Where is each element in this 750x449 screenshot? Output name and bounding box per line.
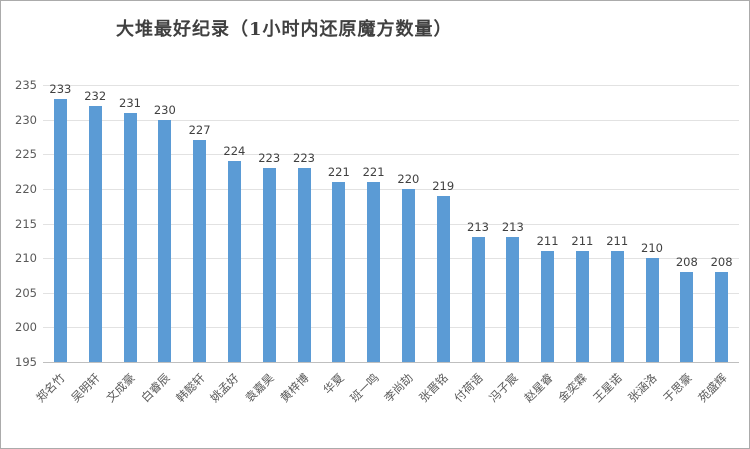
y-gridline (43, 119, 739, 121)
bar-value-label: 208 (710, 254, 733, 269)
bar-王星诺 (610, 251, 624, 362)
y-axis-tick-label: 205 (15, 285, 37, 300)
bar-value-label: 230 (153, 102, 176, 117)
bar-value-label: 227 (188, 123, 211, 138)
bar-value-label: 231 (119, 95, 141, 110)
y-axis-tick-label: 220 (15, 181, 37, 196)
bar-value-label: 233 (49, 81, 72, 96)
y-gridline (43, 292, 739, 294)
bar-郑名竹 (53, 98, 67, 362)
bar-吴明轩 (88, 105, 102, 362)
y-axis-tick-label: 215 (15, 216, 37, 231)
bar-华夏 (332, 181, 346, 362)
bar-value-label: 211 (536, 234, 559, 249)
x-axis-line (43, 362, 739, 363)
bar-文成豪 (123, 112, 137, 362)
y-axis-tick-label: 195 (15, 355, 37, 369)
y-gridline (43, 327, 739, 329)
bar-冯子宸 (506, 237, 520, 362)
chart-title: 大堆最好纪录（1小时内还原魔方数量） (116, 19, 453, 40)
bar-value-label: 232 (84, 88, 107, 103)
bar-赵星睿 (541, 251, 555, 362)
bar-value-label: 220 (397, 171, 420, 186)
bar-value-label: 213 (501, 220, 524, 235)
bar-value-label: 224 (223, 144, 246, 159)
y-axis-tick-label: 200 (15, 320, 37, 335)
bar-value-label: 211 (571, 234, 594, 249)
bar-value-label: 221 (362, 164, 385, 179)
y-axis-tick-label: 210 (15, 251, 37, 266)
y-axis-tick-label: 235 (15, 78, 37, 92)
bar-value-label: 213 (467, 220, 489, 235)
y-gridline (43, 188, 739, 190)
bar-袁嘉昊 (262, 168, 276, 362)
bar-付荷语 (471, 237, 485, 362)
bar-黄梓博 (297, 168, 311, 362)
bar-value-label: 223 (258, 151, 281, 166)
bar-韩懿轩 (193, 140, 207, 362)
bar-李尚劼 (401, 188, 415, 362)
bar-苑盛辉 (715, 271, 729, 362)
bar-value-label: 211 (606, 234, 629, 249)
bar-张涵洛 (645, 258, 659, 362)
y-gridline (43, 85, 739, 86)
bar-白睿辰 (158, 119, 172, 362)
bar-金奕霖 (575, 251, 589, 362)
bar-班一鸣 (367, 181, 381, 362)
bar-value-label: 219 (432, 178, 455, 193)
y-gridline (43, 154, 739, 156)
bar-value-label: 223 (293, 151, 315, 166)
y-gridline (43, 223, 739, 225)
y-gridline (43, 258, 739, 260)
y-axis-tick-label: 230 (15, 112, 37, 127)
bar-姚孟好 (227, 161, 241, 362)
plot-area: 195 200 205 210 215 220 225 230 235 233 郑名竹 232 吴明轩 2… (15, 79, 739, 405)
bar-于思豪 (680, 271, 694, 362)
y-axis-tick-label: 225 (15, 147, 37, 162)
bar-张晋铭 (436, 195, 450, 362)
bar-value-label: 221 (327, 164, 350, 179)
bar-value-label: 210 (641, 241, 663, 256)
bar-value-label: 208 (675, 254, 698, 269)
